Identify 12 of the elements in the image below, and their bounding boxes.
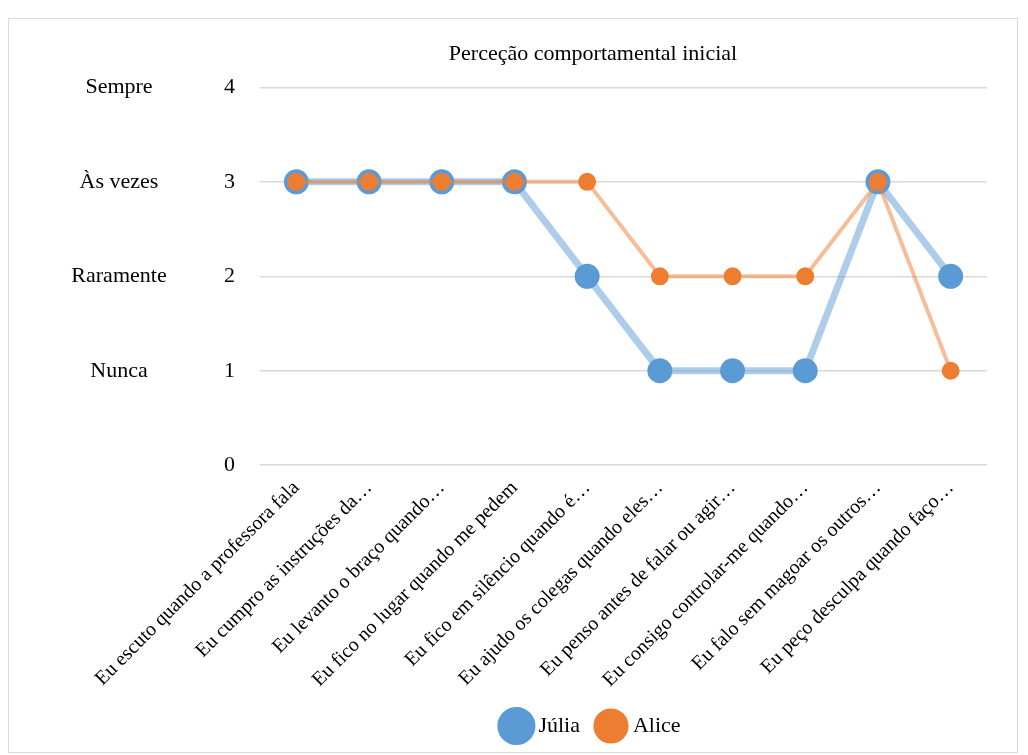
y-tick-label: 1 <box>224 356 235 382</box>
chart-title: Perceção comportamental inicial <box>448 39 738 65</box>
text: Às vezes <box>79 167 159 193</box>
legend-label: Júlia <box>538 711 581 737</box>
y-tick-label: 4 <box>224 73 235 99</box>
y-tick-label: 2 <box>224 262 235 288</box>
text: Raramente <box>71 262 167 288</box>
y-tick-label: 0 <box>224 450 235 476</box>
text: Sempre <box>85 73 153 99</box>
y-tick-label: 3 <box>224 167 235 193</box>
legend-label: Alice <box>632 711 681 737</box>
text: Nunca <box>90 356 148 382</box>
